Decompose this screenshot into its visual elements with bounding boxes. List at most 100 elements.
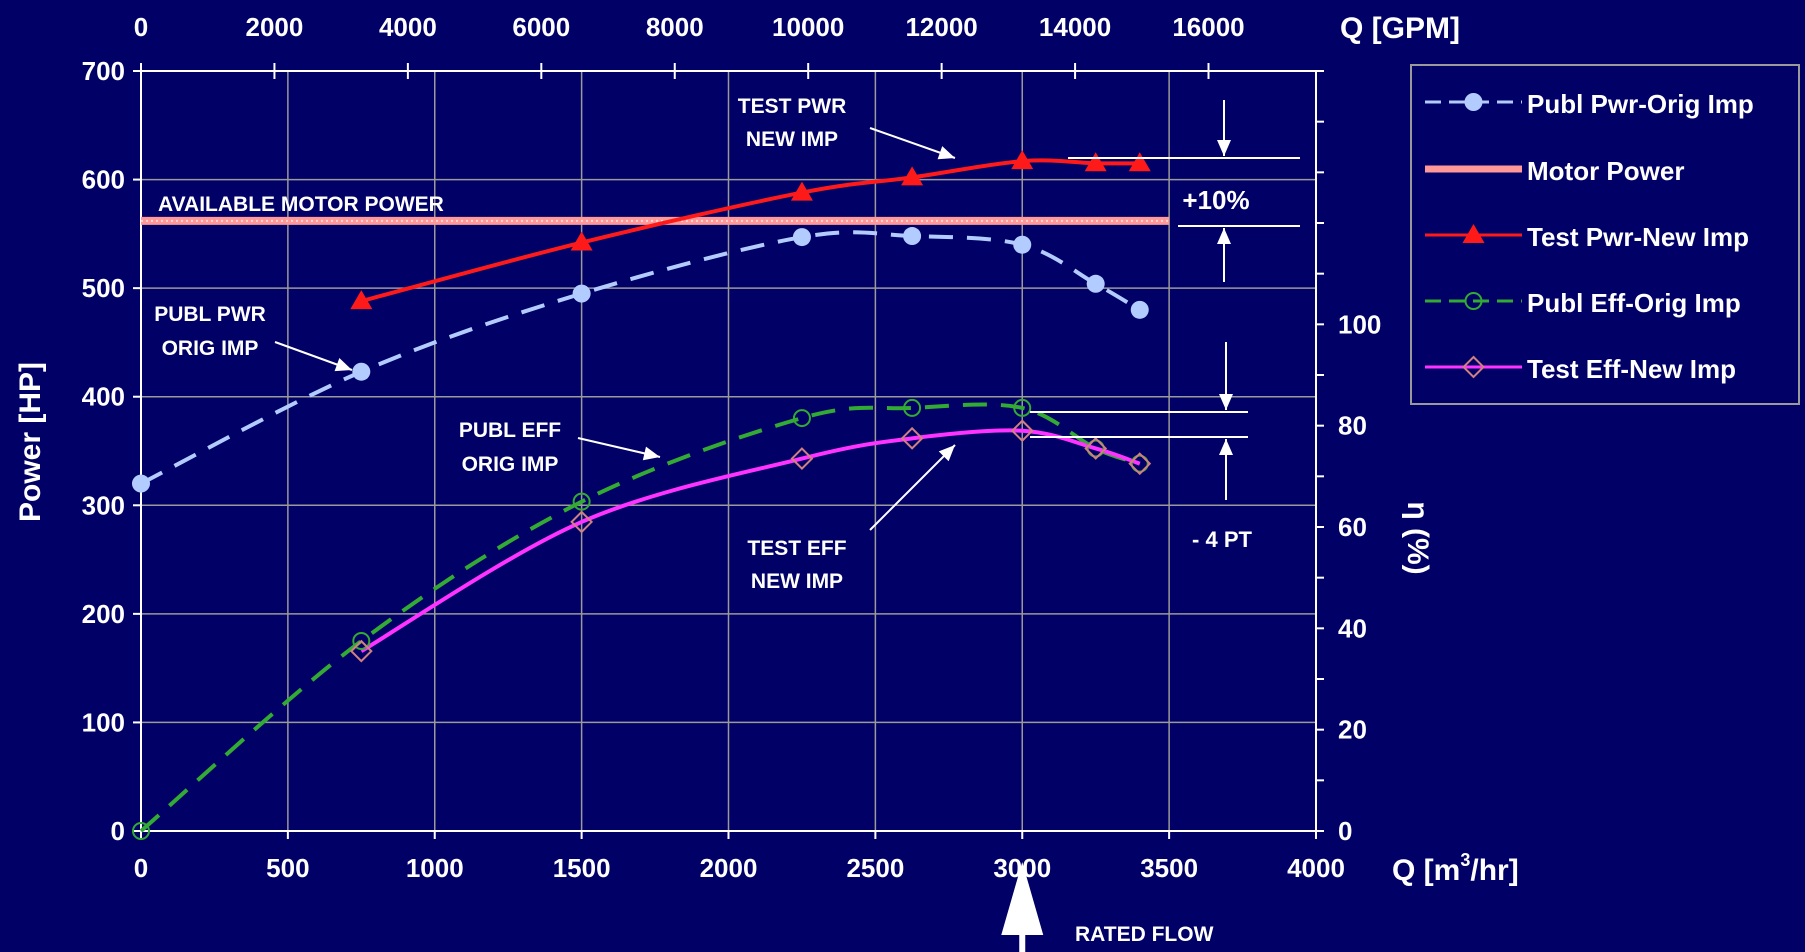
x-top-tick-label: 12000 (905, 12, 977, 42)
legend-label-test-eff: Test Eff-New Imp (1527, 354, 1736, 384)
arrow-publ-pwr-head (334, 357, 352, 372)
series-publ-pwr-marker (1013, 235, 1032, 254)
legend-items (1425, 93, 1522, 379)
annotation-available-motor-power: AVAILABLE MOTOR POWER (158, 193, 444, 216)
rated-flow-arrow-head (1001, 862, 1044, 935)
series-test-pwr-marker (1011, 150, 1034, 170)
series-publ-pwr-marker (572, 284, 591, 303)
annotation-plus-10: +10% (1182, 185, 1249, 215)
series-publ-eff-marker (792, 409, 811, 428)
legend-label-publ-eff: Publ Eff-Orig Imp (1527, 288, 1741, 318)
y-left-tick-label: 700 (82, 56, 125, 86)
y-right-tick-label: 40 (1338, 613, 1367, 643)
series-publ-pwr-marker (792, 228, 811, 247)
annotation-publ-eff-line1: PUBL EFF (459, 419, 561, 442)
series-publ-eff-marker (572, 492, 591, 511)
series-test-eff-marker (570, 510, 594, 534)
x-bottom-tick-label: 1000 (406, 853, 464, 883)
y-left-tick-label: 300 (82, 490, 125, 520)
series-publ-eff-marker (1013, 398, 1032, 417)
legend-marker-publ-eff (1464, 292, 1483, 310)
series-test-eff-marker (349, 639, 373, 663)
y-left-tick-label: 600 (82, 165, 125, 195)
x-bottom-axis-label: Q [m3/hr] (1392, 850, 1519, 887)
legend-marker-test-pwr (1462, 224, 1485, 243)
series-publ-eff-marker (132, 822, 150, 840)
x-top-tick-label: 16000 (1172, 12, 1244, 42)
x-bottom-tick-label: 500 (266, 853, 309, 883)
series-test-pwr-marker (790, 181, 813, 201)
annotation-test-eff-line1: TEST EFF (747, 537, 846, 560)
series-test-eff-marker (900, 426, 924, 450)
annotation-shapes (274, 100, 1300, 952)
rated-flow-arrow-shaft (1019, 930, 1026, 952)
x-top-axis-label: Q [GPM] (1340, 12, 1460, 45)
series-publ-eff-marker (1130, 454, 1149, 473)
series-publ-pwr-marker (352, 362, 371, 381)
y-left-tick-label: 200 (82, 599, 125, 629)
series-publ-pwr-marker (1086, 274, 1105, 293)
y-left-axis-label: Power [HP] (14, 362, 47, 522)
series-publ-eff-line (139, 402, 1141, 833)
series-test-eff-marker (1128, 452, 1152, 476)
x-bottom-tick-label: 0 (134, 853, 148, 883)
y-right-tick-label: 80 (1338, 411, 1367, 441)
series-test-eff-marker (790, 447, 814, 471)
series-publ-pwr-marker (1130, 300, 1149, 319)
annotation-minus-4: - 4 PT (1192, 527, 1252, 552)
markers-layer (132, 150, 1152, 840)
annotation-rated-flow: RATED FLOW (1075, 923, 1214, 946)
annotation-test-eff-line2: NEW IMP (751, 570, 843, 593)
arrow-test-eff (869, 444, 956, 531)
y-left-tick-label: 400 (82, 382, 125, 412)
x-bottom-tick-label: 2000 (700, 853, 758, 883)
x-top-tick-label: 14000 (1039, 12, 1111, 42)
legend-label-publ-pwr: Publ Pwr-Orig Imp (1527, 89, 1754, 119)
x-bottom-tick-label: 3500 (1140, 853, 1198, 883)
axes (133, 63, 1324, 839)
arrow-minus4-up-head (1219, 439, 1233, 455)
x-bottom-tick-label: 4000 (1287, 853, 1345, 883)
annotation-test-pwr-line1: TEST PWR (738, 95, 847, 118)
legend-label-motor-power: Motor Power (1527, 156, 1684, 186)
x-top-tick-label: 8000 (646, 12, 704, 42)
series-test-pwr-marker (570, 231, 593, 251)
legend-label-test-pwr: Test Pwr-New Imp (1527, 222, 1749, 252)
series-publ-pwr-marker (903, 227, 922, 246)
legend-marker-publ-pwr (1464, 93, 1483, 111)
x-top-tick-label: 4000 (379, 12, 437, 42)
legend-box (1410, 64, 1800, 405)
y-right-tick-label: 100 (1338, 309, 1381, 339)
series-test-eff-marker (1084, 437, 1108, 460)
x-top-tick-label: 0 (134, 12, 148, 42)
annotation-test-pwr-line2: NEW IMP (746, 128, 838, 151)
arrow-test-eff-head (938, 445, 955, 462)
y-right-tick-label: 20 (1338, 715, 1367, 745)
y-right-tick-label: 60 (1338, 512, 1367, 542)
series-test-pwr-marker (350, 290, 373, 310)
legend-marker-test-eff (1462, 355, 1485, 379)
series-publ-eff-marker (903, 398, 922, 417)
arrow-plus10-up-head (1217, 228, 1231, 244)
series-test-pwr-marker (1128, 152, 1151, 172)
x-top-tick-label: 10000 (772, 12, 844, 42)
annotation-publ-eff-line2: ORIG IMP (462, 453, 559, 476)
tick-labels: 0500100015002000250030003500400002000400… (82, 12, 1382, 883)
y-left-tick-label: 500 (82, 273, 125, 303)
arrow-test-pwr-head (937, 146, 955, 160)
x-bottom-tick-label: 1500 (553, 853, 611, 883)
series-test-eff-line (360, 428, 1141, 653)
series-publ-eff-marker (1086, 439, 1105, 458)
y-right-axis-label: η (%) (1401, 501, 1434, 574)
series-test-eff-marker (1010, 419, 1034, 443)
x-bottom-tick-label: 2500 (846, 853, 904, 883)
series-test-pwr-marker (1084, 152, 1107, 172)
y-right-tick-label: 0 (1338, 816, 1352, 846)
legend: Publ Pwr-Orig Imp Motor Power Test Pwr-N… (1410, 64, 1800, 405)
series-test-pwr-line (360, 158, 1140, 304)
annotation-publ-pwr-line2: ORIG IMP (162, 337, 259, 360)
series-publ-pwr-marker (132, 474, 150, 493)
arrow-publ-eff-head (642, 446, 660, 461)
